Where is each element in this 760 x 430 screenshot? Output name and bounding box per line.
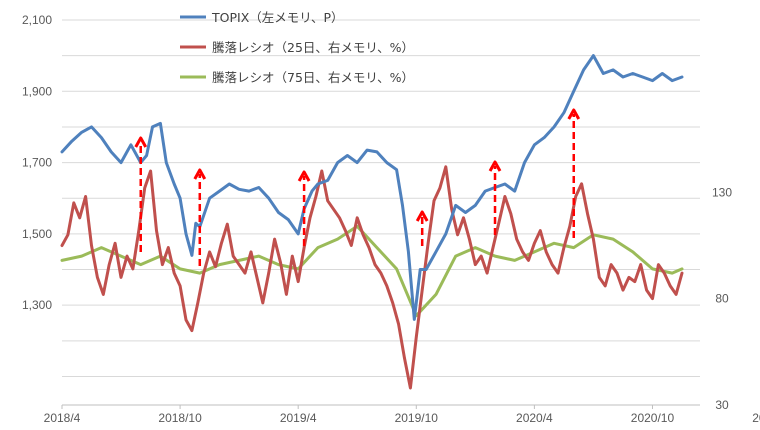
left-tick-label: 1,700 xyxy=(22,156,52,170)
x-tick-label: 2018/10 xyxy=(158,411,202,425)
annotation-arrows xyxy=(134,108,581,266)
trend-arrow xyxy=(415,210,429,246)
x-tick-label: 2020/10 xyxy=(631,411,675,425)
arrow-head xyxy=(415,210,429,222)
series-line-2 xyxy=(60,224,684,318)
left-tick-label: 1,900 xyxy=(22,84,52,98)
trend-arrow xyxy=(567,108,581,238)
right-axis: 30 80 130 xyxy=(712,185,732,412)
left-tick-label: 1,300 xyxy=(22,298,52,312)
right-tick-label: 80 xyxy=(715,292,729,306)
right-tick-label: 130 xyxy=(712,185,732,199)
trend-arrow xyxy=(134,136,148,252)
series-line-1 xyxy=(60,165,684,390)
left-axis: 1,300 1,500 1,700 1,900 2,100 xyxy=(22,13,52,312)
x-tick-label: 2020/4 xyxy=(516,411,553,425)
arrow-head xyxy=(193,168,207,180)
left-tick-label: 1,500 xyxy=(22,227,52,241)
legend-label-1: 騰落レシオ（25日、右メモリ、%） xyxy=(212,40,414,55)
x-tick-label: 2018/4 xyxy=(44,411,81,425)
x-axis: 2018/4 2018/10 2019/4 2019/10 2020/4 2020/10 2… xyxy=(44,405,760,425)
legend-label-2: 騰落レシオ（75日、右メモリ、%） xyxy=(212,70,414,85)
x-tick-label: 2019/4 xyxy=(280,411,317,425)
series-line-0 xyxy=(60,54,684,321)
arrow-head xyxy=(134,136,148,148)
series-layer xyxy=(60,54,684,390)
left-tick-label: 2,100 xyxy=(22,13,52,27)
x-tick-label: 2021/4 xyxy=(752,411,760,425)
trend-arrow xyxy=(488,160,502,235)
trend-arrow xyxy=(297,170,311,246)
trend-arrow xyxy=(193,168,207,266)
x-tick-label: 2019/10 xyxy=(395,411,439,425)
legend: TOPIX（左メモリ、P） 騰落レシオ（25日、右メモリ、%） 騰落レシオ（75日、… xyxy=(180,10,414,85)
legend-label-0: TOPIX（左メモリ、P） xyxy=(211,10,344,25)
right-tick-label: 30 xyxy=(715,398,729,412)
arrow-head xyxy=(567,108,581,120)
arrow-head xyxy=(297,170,311,182)
arrow-head xyxy=(488,160,502,172)
